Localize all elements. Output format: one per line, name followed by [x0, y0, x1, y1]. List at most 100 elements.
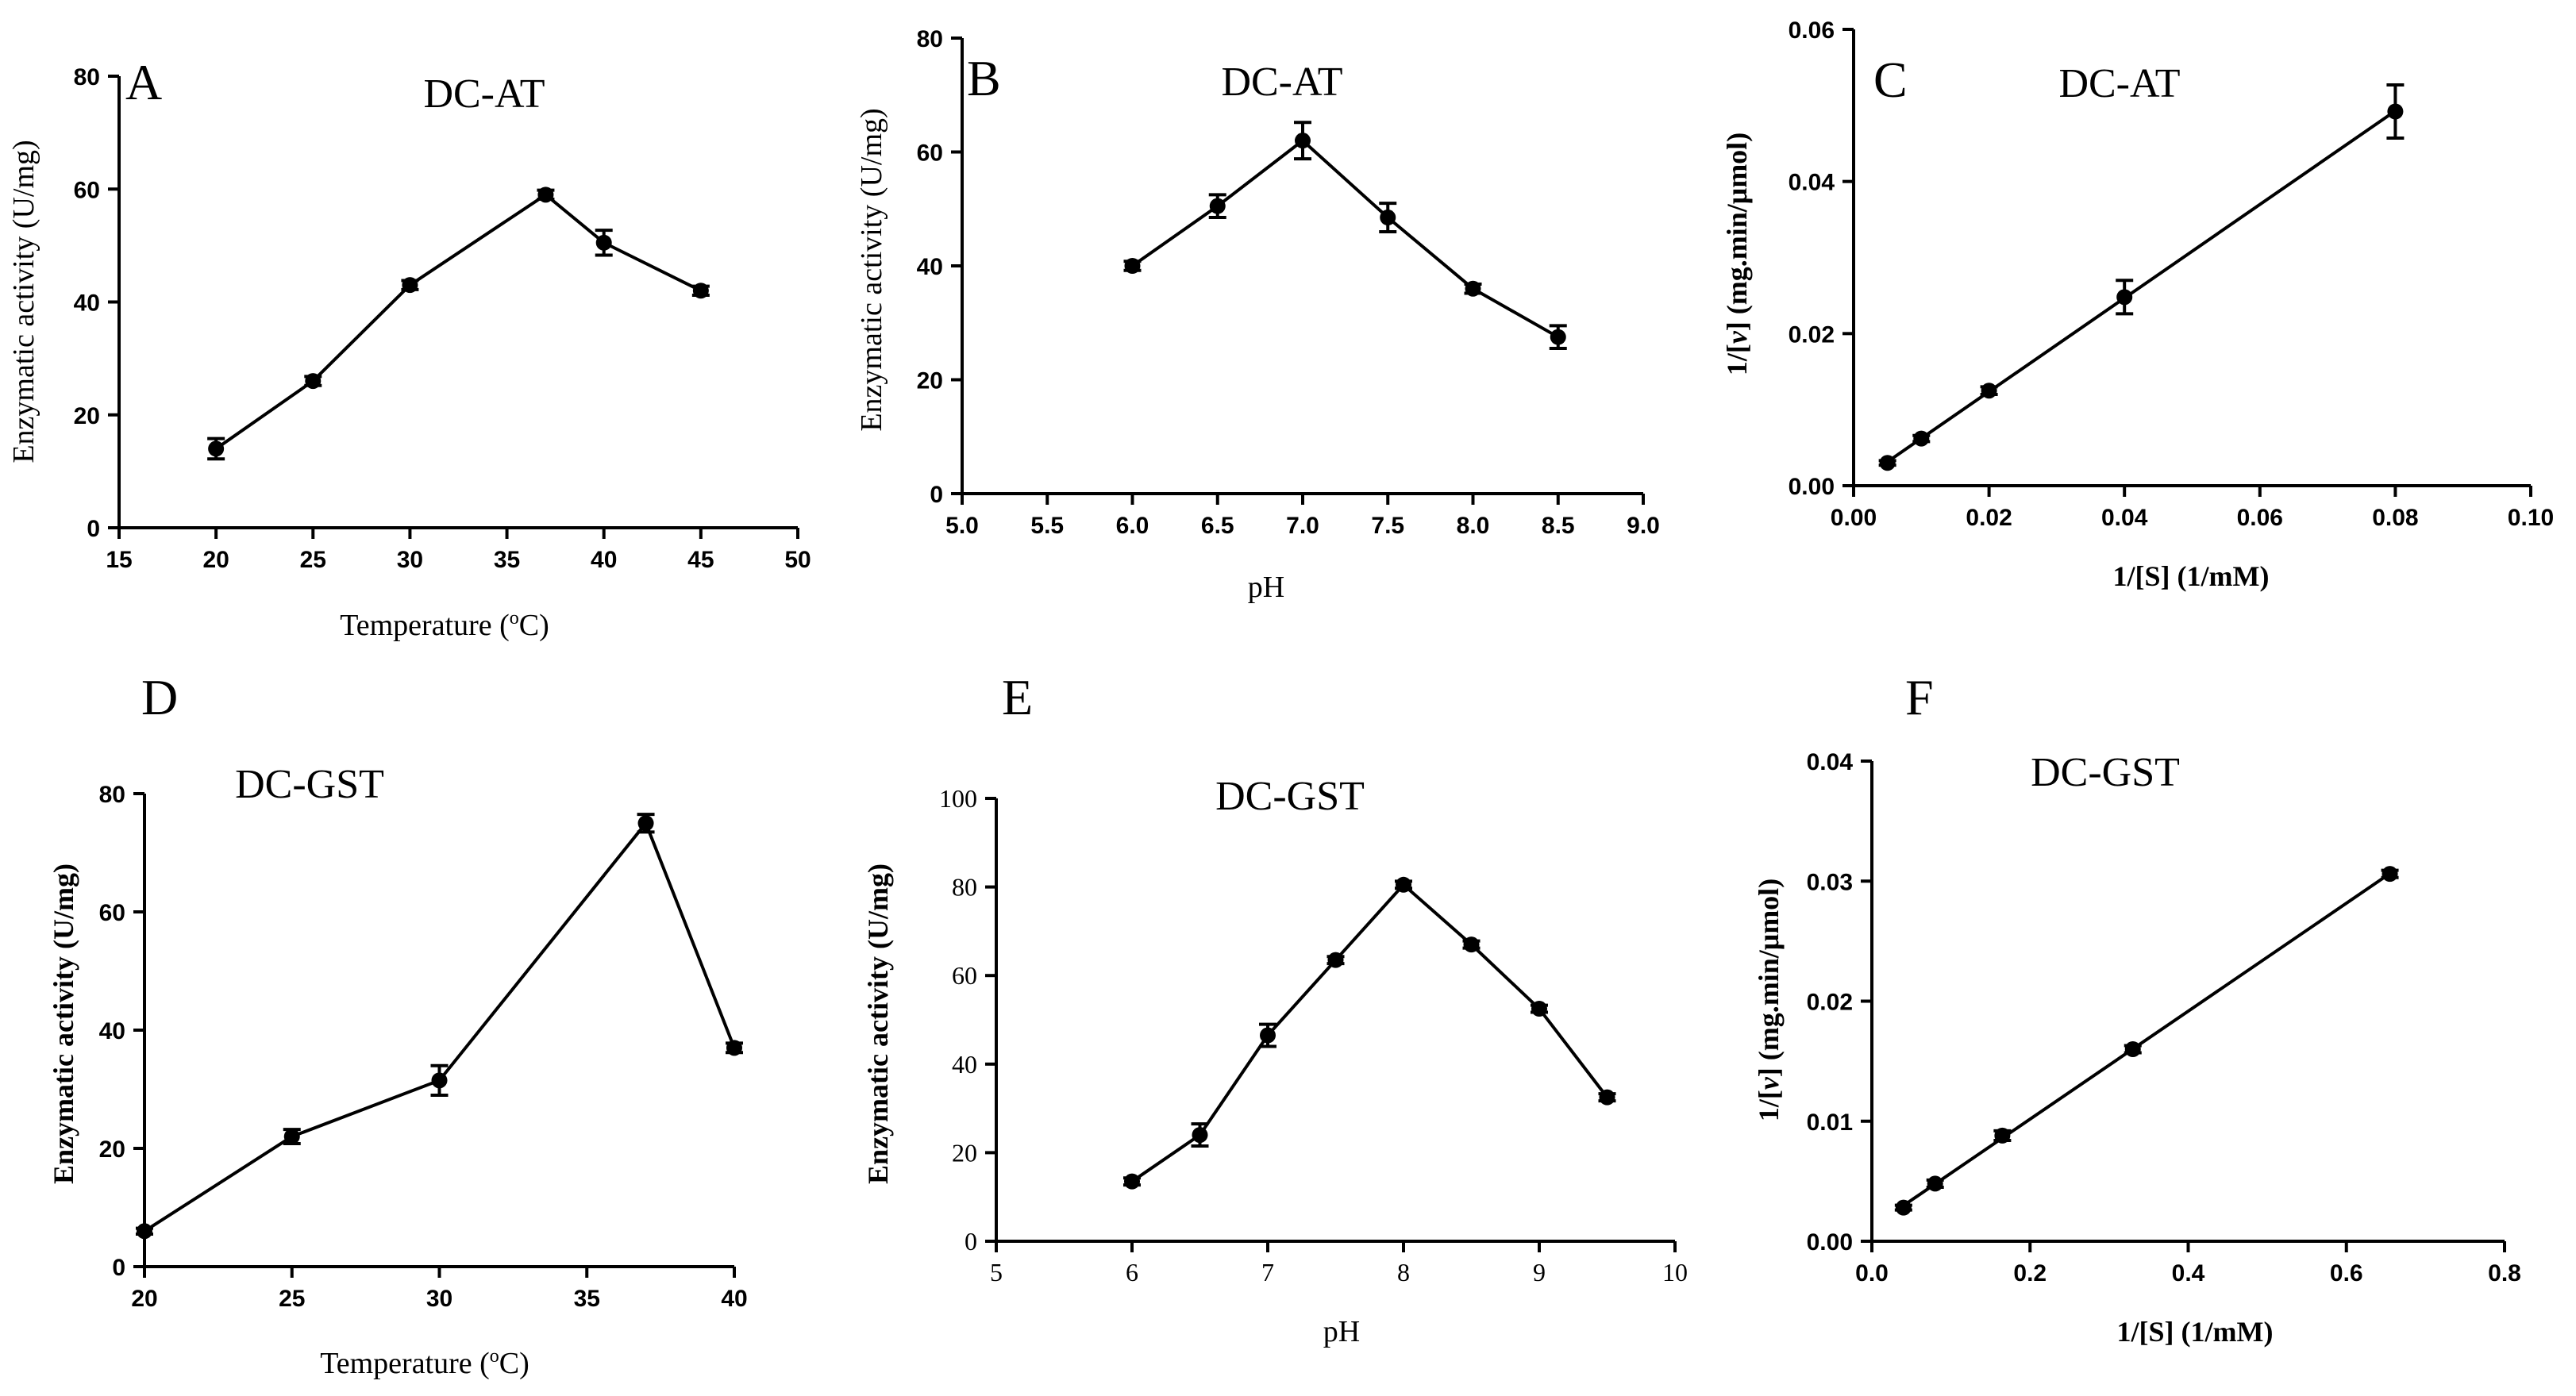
panel-letter: D: [141, 669, 178, 725]
data-point: [2124, 1041, 2141, 1057]
x-tick-label: 0.6: [2330, 1260, 2363, 1286]
x-tick-label: 45: [687, 547, 714, 573]
x-tick-label: 0.00: [1831, 505, 1877, 531]
data-point: [208, 440, 225, 457]
data-point: [402, 277, 418, 294]
x-tick-label: 8.5: [1542, 513, 1575, 539]
x-axis-label: pH: [1248, 571, 1284, 604]
x-tick-label: 20: [131, 1286, 157, 1312]
y-tick-label: 0.04: [1807, 749, 1854, 775]
data-point: [305, 373, 322, 390]
data-point: [2387, 103, 2404, 120]
x-tick-label: 7: [1261, 1258, 1274, 1286]
data-point: [137, 1223, 152, 1240]
panel-title: DC-GST: [1215, 774, 1365, 819]
x-tick-label: 35: [494, 547, 520, 573]
data-point: [2382, 866, 2398, 883]
series-line: [1130, 883, 1609, 1183]
x-tick-label: 35: [574, 1286, 600, 1312]
y-tick-label: 0.04: [1789, 170, 1835, 196]
y-tick-label: 0: [930, 482, 943, 508]
y-axis-label: Enzymatic activity (U/mg): [48, 863, 79, 1184]
x-tick-label: 9.0: [1627, 513, 1660, 539]
x-axis-label: 1/[S] (1/mM): [2117, 1316, 2274, 1348]
series-line: [1131, 138, 1559, 339]
y-tick-label: 60: [74, 177, 100, 203]
series-line: [143, 820, 736, 1233]
y-tick-label: 0: [87, 516, 100, 542]
panel-letter: C: [1873, 52, 1908, 108]
y-tick-label: 40: [74, 290, 100, 317]
y-axis-label: 1/[v] (mg.min/μmol): [1753, 879, 1785, 1121]
x-axis-label: Temperature (oC): [320, 1346, 529, 1380]
x-tick-label: 30: [426, 1286, 452, 1312]
fit-line: [1886, 110, 2397, 463]
x-tick-label: 15: [106, 547, 132, 573]
data-point: [1465, 280, 1481, 297]
series-line: [214, 192, 702, 451]
y-tick-label: 20: [74, 403, 100, 429]
x-tick-label: 0.0: [1855, 1260, 1889, 1286]
panel-title: DC-GST: [235, 762, 384, 807]
panel-title: DC-GST: [2031, 750, 2180, 795]
data-point: [1895, 1199, 1912, 1216]
x-tick-label: 8.0: [1457, 513, 1490, 539]
panel-title: DC-AT: [423, 71, 545, 117]
data-point: [1531, 1001, 1547, 1017]
panel-letter: E: [1002, 669, 1033, 725]
x-tick-label: 0.08: [2372, 505, 2418, 531]
y-tick-label: 0.06: [1789, 17, 1835, 44]
panel-c: 0.00 0.02 0.04 0.06 0.08 0.10 0.00 0.02 0.04 0.06…: [1721, 17, 2554, 592]
panel-f: 0.0 0.2 0.4 0.6 0.8 0.00 0.01 0.02 0.03 0.04 F DC-G…: [1753, 669, 2521, 1348]
data-point: [1260, 1027, 1276, 1044]
x-tick-label: 25: [279, 1286, 305, 1312]
x-tick-label: 0.2: [2013, 1260, 2047, 1286]
data-point: [1396, 876, 1411, 893]
y-tick-label: 20: [952, 1138, 977, 1167]
x-tick-label: 0.04: [2101, 505, 2148, 531]
data-point: [2116, 289, 2133, 306]
y-tick-label: 20: [99, 1136, 125, 1163]
panel-a: 15 20 25 30 35 40 45 50 0 20 40 60 80 A DC-AT Temperatu…: [7, 54, 811, 642]
data-point: [1327, 952, 1344, 968]
y-tick-label: 40: [952, 1050, 977, 1079]
y-tick-label: 0.03: [1807, 869, 1853, 895]
y-axis-label: Enzymatic activity (U/mg): [862, 863, 894, 1184]
x-tick-label: 7.5: [1371, 513, 1404, 539]
x-tick-label: 6: [1126, 1258, 1138, 1286]
x-tick-label: 8: [1397, 1258, 1410, 1286]
data-point: [1463, 936, 1480, 953]
data-point: [1599, 1089, 1615, 1106]
x-tick-label: 25: [300, 547, 326, 573]
data-point: [1192, 1127, 1208, 1144]
x-tick-label: 50: [784, 547, 811, 573]
data-point: [431, 1072, 448, 1089]
x-tick-label: 0.06: [2237, 505, 2283, 531]
panel-title: DC-AT: [1221, 60, 1342, 105]
x-tick-label: 6.5: [1201, 513, 1234, 539]
y-tick-label: 100: [939, 784, 977, 813]
y-tick-label: 60: [917, 140, 943, 167]
data-point: [537, 187, 554, 203]
data-point: [595, 234, 612, 251]
data-point: [1124, 258, 1141, 274]
data-point: [1124, 1173, 1140, 1190]
x-tick-label: 40: [721, 1286, 747, 1312]
y-tick-label: 60: [952, 961, 977, 990]
data-point: [1550, 329, 1566, 345]
y-tick-label: 0.02: [1807, 990, 1853, 1016]
panel-letter: A: [125, 54, 162, 110]
fit-line: [1902, 872, 2391, 1207]
data-point: [1295, 133, 1311, 149]
x-axis-label: 1/[S] (1/mM): [2113, 560, 2270, 592]
x-tick-label: 0.8: [2488, 1260, 2521, 1286]
data-point: [1994, 1127, 2011, 1144]
x-tick-label: 0.4: [2172, 1260, 2205, 1286]
y-tick-label: 0.01: [1807, 1109, 1853, 1136]
data-point: [1879, 455, 1896, 471]
y-tick-label: 80: [952, 873, 977, 902]
y-tick-label: 80: [917, 26, 943, 52]
